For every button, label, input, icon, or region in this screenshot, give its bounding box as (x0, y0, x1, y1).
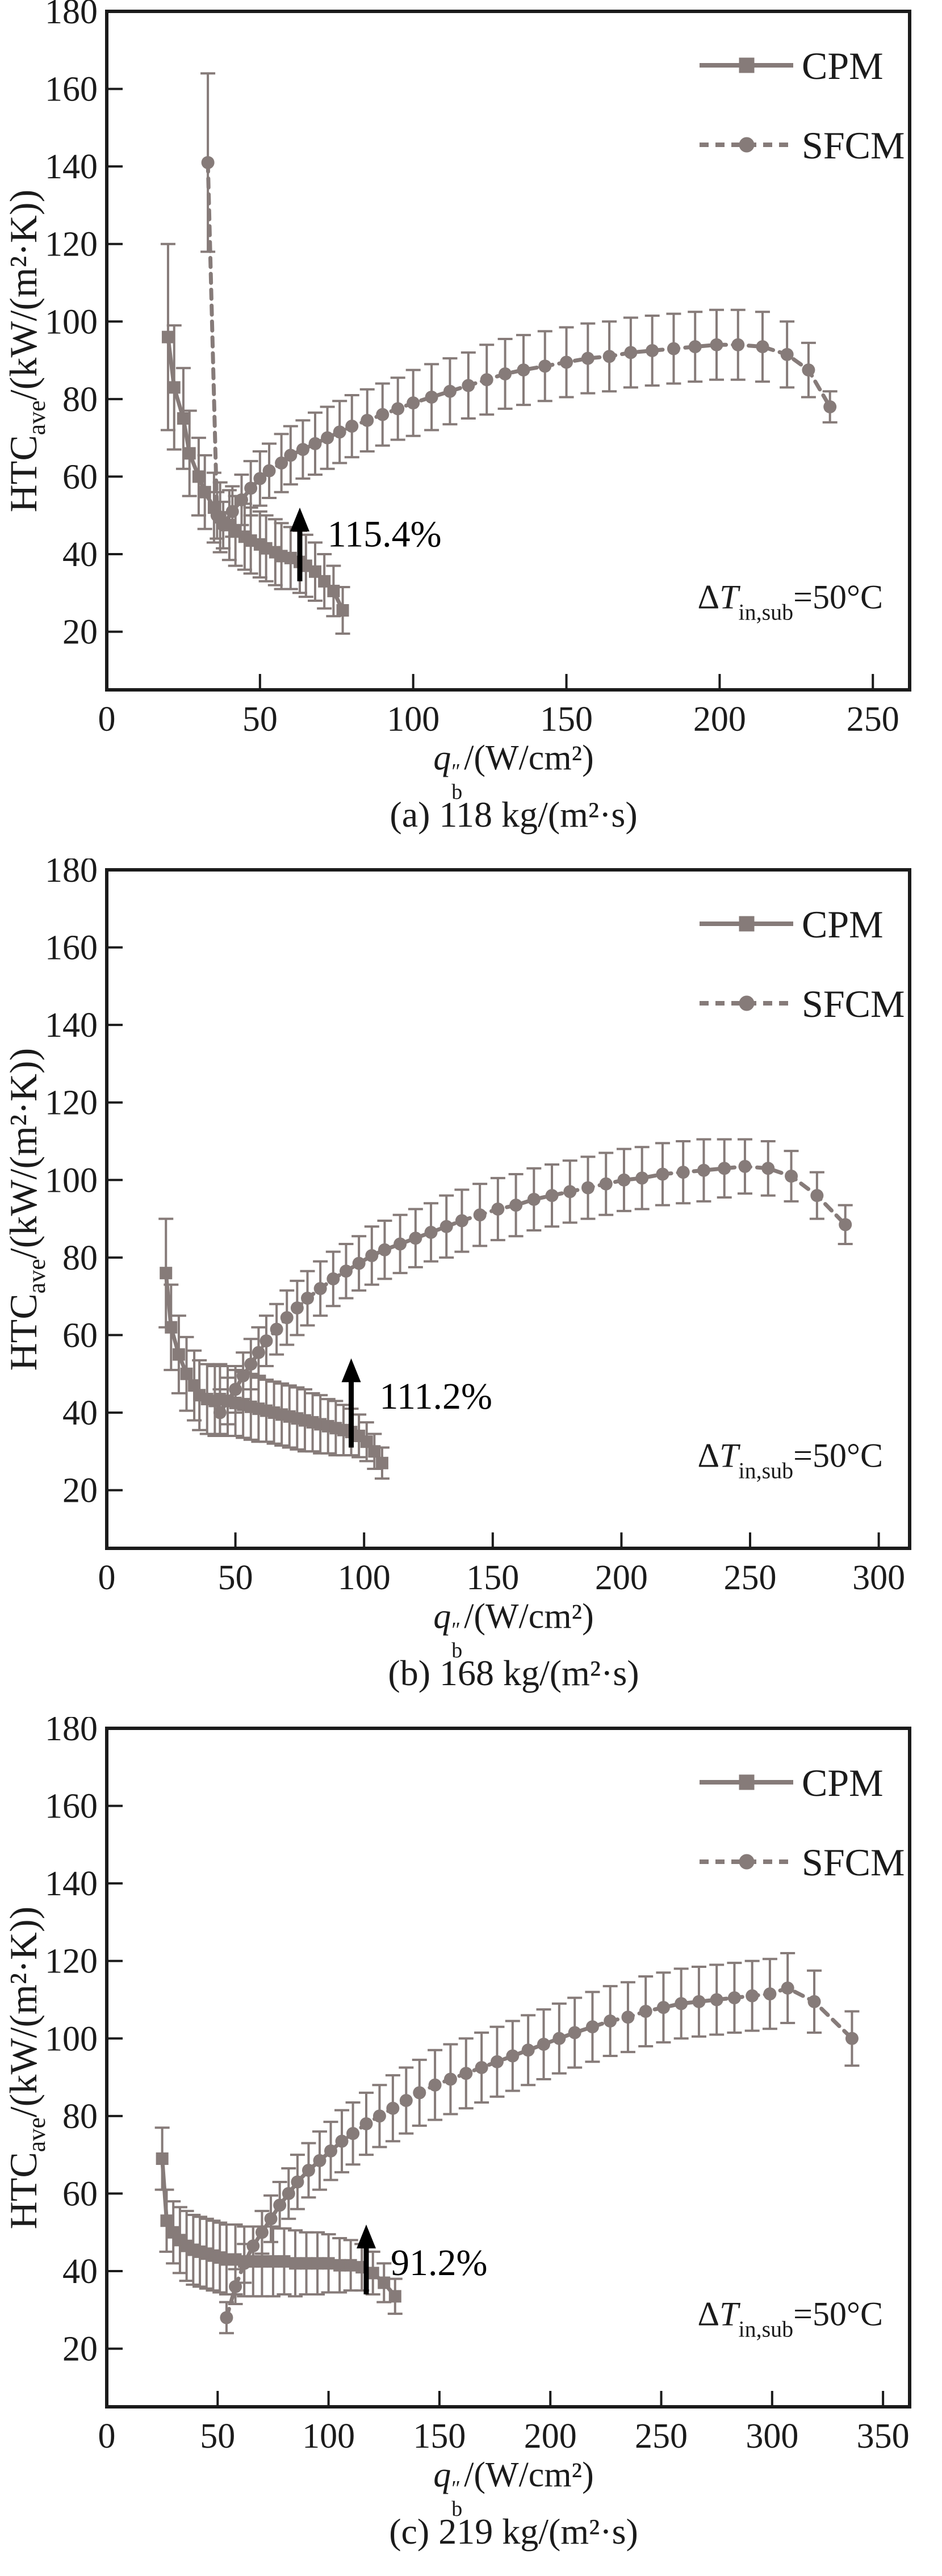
svg-text:200: 200 (595, 1559, 648, 1597)
svg-text:100: 100 (45, 303, 98, 341)
svg-text:CPM: CPM (802, 1761, 884, 1804)
svg-text:CPM: CPM (802, 44, 884, 87)
svg-text:160: 160 (45, 70, 98, 109)
svg-text:20: 20 (62, 1472, 98, 1510)
svg-text:50: 50 (218, 1559, 253, 1597)
svg-text:100: 100 (45, 2020, 98, 2058)
x-axis-title: q ″ b/(W/cm²) (433, 2456, 594, 2521)
svg-text:200: 200 (524, 2417, 577, 2456)
chart-b-canvas: 0 50 100 150 200 250 300 20 40 60 80 100 120 140 160 18… (45, 858, 911, 1597)
caption-a: (a) 118 kg/(m²·s) (390, 794, 638, 835)
svg-text:0: 0 (98, 700, 116, 739)
svg-text:120: 120 (45, 1942, 98, 1981)
svg-text:60: 60 (62, 1316, 98, 1355)
svg-text:100: 100 (338, 1559, 391, 1597)
svg-text:ΔTin,sub=50°C: ΔTin,sub=50°C (697, 1437, 883, 1484)
svg-text:20: 20 (62, 613, 98, 652)
caption-b: (b) 168 kg/(m²·s) (388, 1653, 639, 1693)
svg-text:140: 140 (45, 1006, 98, 1045)
svg-text:160: 160 (45, 1787, 98, 1826)
svg-text:80: 80 (62, 380, 98, 419)
svg-text:115.4%: 115.4% (328, 513, 442, 555)
svg-text:ΔTin,sub=50°C: ΔTin,sub=50°C (697, 2296, 883, 2342)
svg-text:150: 150 (413, 2417, 466, 2456)
svg-text:300: 300 (852, 1559, 905, 1597)
svg-text:100: 100 (387, 700, 439, 739)
svg-text:50: 50 (242, 700, 278, 739)
svg-text:120: 120 (45, 225, 98, 264)
svg-text:200: 200 (693, 700, 746, 739)
svg-text:0: 0 (98, 1559, 116, 1597)
svg-text:SFCM: SFCM (802, 124, 905, 167)
svg-text:SFCM: SFCM (802, 1841, 905, 1884)
svg-text:250: 250 (847, 700, 899, 739)
q-sub-sup-stack: ″ b (451, 1618, 463, 1663)
svg-text:50: 50 (200, 2417, 235, 2456)
caption-c: (c) 219 kg/(m²·s) (389, 2511, 638, 2552)
svg-text:140: 140 (45, 148, 98, 186)
svg-text:80: 80 (62, 2097, 98, 2136)
svg-text:180: 180 (45, 1717, 98, 1748)
x-axis-title: q ″ b/(W/cm²) (433, 1597, 594, 1663)
svg-text:150: 150 (540, 700, 593, 739)
svg-text:120: 120 (45, 1084, 98, 1122)
svg-text:300: 300 (746, 2417, 798, 2456)
svg-text:140: 140 (45, 1865, 98, 1903)
svg-text:40: 40 (62, 1394, 98, 1432)
svg-text:40: 40 (62, 535, 98, 574)
chart-b-block: 0 50 100 150 200 250 300 20 40 60 80 100 120 140 160 18… (0, 858, 942, 1717)
chart-a-block: 0 50 100 150 200 250 20 40 60 80 100 120 140 160 180 CP… (0, 0, 942, 858)
q-sub-sup-stack: ″ b (451, 2476, 463, 2521)
chart-c-block: 0 50 100 150 200 250 300 350 20 40 60 80 100 120 140 16… (0, 1717, 942, 2575)
svg-text:100: 100 (302, 2417, 355, 2456)
svg-text:100: 100 (45, 1161, 98, 1200)
x-axis-title: q ″ b/(W/cm²) (433, 739, 594, 805)
svg-text:150: 150 (466, 1559, 519, 1597)
svg-text:80: 80 (62, 1239, 98, 1277)
y-axis-title: HTCave/(kW/(m²·K)) (2, 1048, 51, 1371)
svg-text:180: 180 (45, 858, 98, 890)
chart-c-canvas: 0 50 100 150 200 250 300 350 20 40 60 80 100 120 140 16… (45, 1717, 911, 2456)
svg-text:91.2%: 91.2% (391, 2242, 487, 2284)
q-sub-sup-stack: ″ b (451, 759, 463, 805)
svg-text:ΔTin,sub=50°C: ΔTin,sub=50°C (697, 579, 883, 625)
svg-text:160: 160 (45, 929, 98, 967)
y-axis-title: HTCave/(kW/(m²·K)) (2, 189, 51, 513)
svg-text:250: 250 (724, 1559, 777, 1597)
chart-a-canvas: 0 50 100 150 200 250 20 40 60 80 100 120 140 160 180 CP… (45, 0, 911, 739)
svg-text:350: 350 (857, 2417, 910, 2456)
svg-text:111.2%: 111.2% (379, 1376, 492, 1417)
svg-text:20: 20 (62, 2330, 98, 2369)
svg-text:250: 250 (635, 2417, 688, 2456)
svg-text:40: 40 (62, 2252, 98, 2291)
svg-text:SFCM: SFCM (802, 982, 905, 1025)
svg-text:180: 180 (45, 0, 98, 31)
svg-text:0: 0 (98, 2417, 116, 2456)
svg-text:60: 60 (62, 458, 98, 496)
y-axis-title: HTCave/(kW/(m²·K)) (2, 1906, 51, 2230)
svg-text:CPM: CPM (802, 903, 884, 946)
svg-text:60: 60 (62, 2175, 98, 2213)
